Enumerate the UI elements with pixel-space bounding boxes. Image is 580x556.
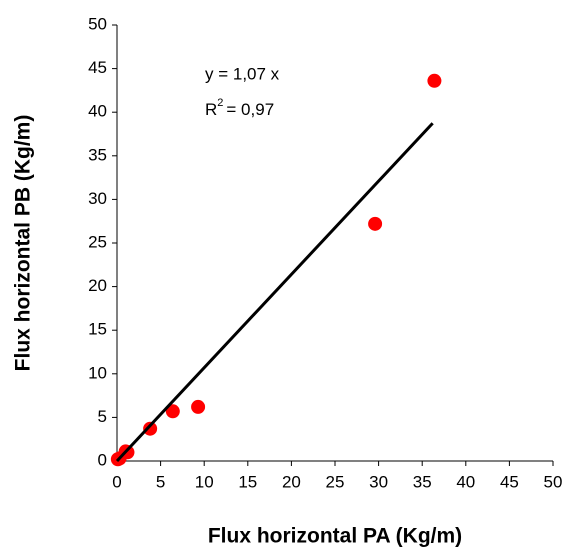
y-tick-label: 50	[88, 14, 107, 33]
point	[143, 421, 158, 436]
x-tick-label: 25	[326, 472, 345, 491]
x-tick-label: 40	[456, 472, 475, 491]
y-tick-label: 5	[98, 407, 107, 426]
y-tick-label: 35	[88, 145, 107, 164]
x-tick-label: 35	[413, 472, 432, 491]
point	[368, 216, 383, 231]
x-tick-label: 20	[282, 472, 301, 491]
y-tick-label: 10	[88, 363, 107, 382]
x-tick-label: 50	[544, 472, 563, 491]
y-tick-label: 45	[88, 58, 107, 77]
x-tick-label: 15	[238, 472, 257, 491]
x-tick-label: 30	[369, 472, 388, 491]
r2-sup: 2	[217, 97, 223, 109]
trendline	[115, 122, 434, 463]
x-tick-label: 45	[500, 472, 519, 491]
r2-value: = 0,97	[226, 100, 274, 119]
y-tick-label: 15	[88, 320, 107, 339]
x-axis-title: Flux horizontal PA (Kg/m)	[208, 525, 462, 548]
y-tick-label: 0	[98, 450, 107, 469]
point	[427, 73, 442, 88]
x-tick-label: 5	[156, 472, 165, 491]
x-tick-label: 0	[112, 472, 121, 491]
x-tick-label: 10	[195, 472, 214, 491]
y-tick-label: 30	[88, 189, 107, 208]
point	[165, 404, 180, 419]
r2-prefix: R	[205, 100, 217, 119]
y-tick-label: 40	[88, 102, 107, 121]
r2-label: R2 = 0,97	[205, 97, 274, 120]
y-tick-label: 20	[88, 276, 107, 295]
y-tick-label: 25	[88, 232, 107, 251]
point	[191, 399, 206, 414]
trend-equation: y = 1,07 x	[205, 64, 280, 83]
y-axis-title: Flux horizontal PB (Kg/m)	[12, 115, 35, 372]
point	[120, 445, 135, 460]
